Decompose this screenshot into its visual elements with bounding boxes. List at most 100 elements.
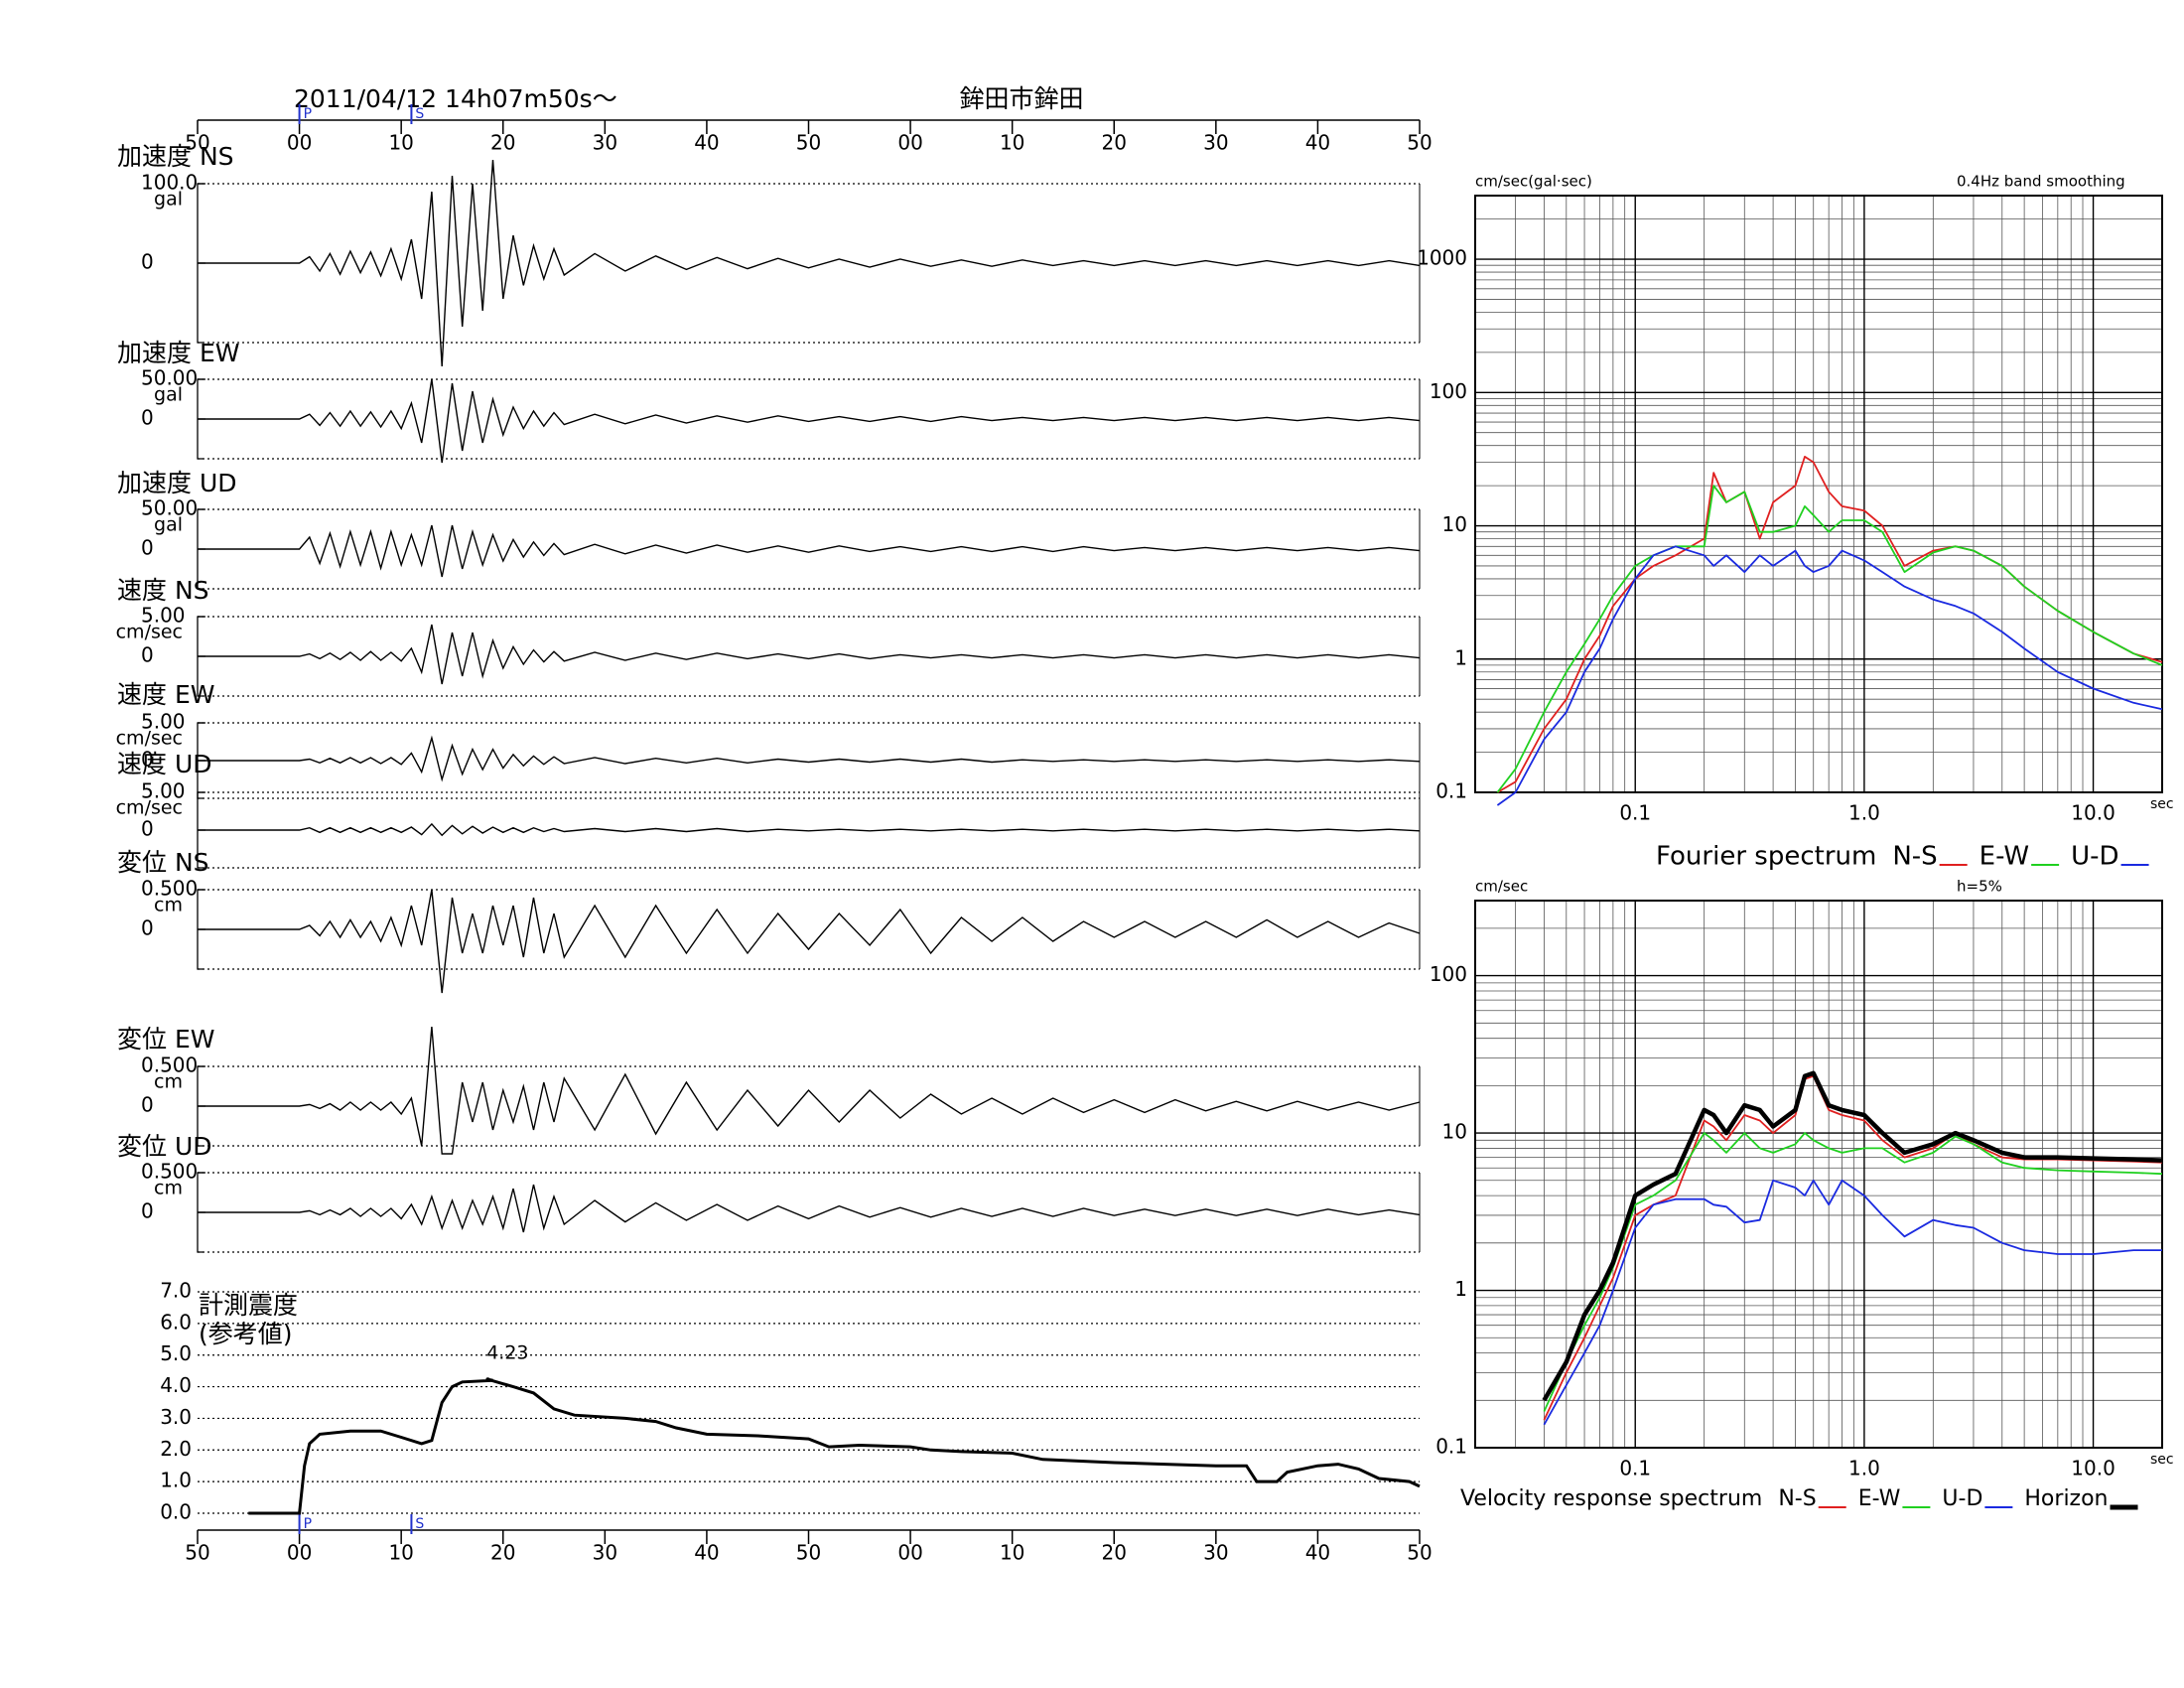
y-tick-label: 0.500 (141, 1160, 198, 1184)
unit-label: cm/sec (116, 797, 183, 819)
x-tick-label: 30 (1203, 1541, 1228, 1565)
phase-marker-label: P (304, 1516, 312, 1532)
y-tick-label: 0.1 (1435, 1435, 1467, 1459)
x-tick-label: 10 (388, 131, 413, 155)
panel-name: 速度 EW (117, 680, 214, 709)
phase-marker-label: S (415, 106, 424, 122)
x-tick-label: 00 (897, 131, 922, 155)
spectrum-line (1543, 1074, 2163, 1421)
y-tick-label: 0 (141, 1199, 154, 1223)
x-tick-label: 20 (1102, 131, 1127, 155)
spectrum-line (1542, 1070, 2163, 1402)
panel-name: 変位 NS (117, 848, 209, 877)
x-tick-label: 40 (694, 131, 719, 155)
y-tick-label: 0.0 (160, 1500, 192, 1524)
x-tick-label: 00 (287, 1541, 312, 1565)
y-tick-label: 100 (1430, 962, 1467, 986)
peak-point (485, 1377, 490, 1382)
unit-label: cm (154, 895, 183, 916)
y-tick-label: 100.0 (141, 171, 198, 195)
intensity-subtitle: (参考値) (199, 1320, 293, 1348)
panel-name: 加速度 NS (117, 142, 234, 171)
y-tick-label: 1 (1454, 1277, 1467, 1301)
y-tick-label: 0 (141, 406, 154, 430)
spectrum-line (1496, 485, 2163, 793)
x-tick-label: 50 (1407, 1541, 1432, 1565)
x-tick-label: 0.1 (1619, 801, 1651, 825)
y-tick-label: 0 (141, 1093, 154, 1117)
y-tick-label: 100 (1430, 379, 1467, 403)
waveform-trace (198, 159, 1421, 367)
y-tick-label: 0.1 (1435, 779, 1467, 803)
legend-label: N-S (1778, 1486, 1816, 1511)
y-tick-label: 10 (1442, 512, 1467, 536)
legend-title: Fourier spectrum (1656, 842, 1876, 872)
y-tick-label: 5.00 (141, 779, 186, 803)
waveform-trace (198, 735, 1421, 782)
intensity-title: 計測震度 (199, 1291, 298, 1320)
panel-name: 加速度 UD (117, 469, 237, 497)
y-tick-label: 1.0 (160, 1469, 192, 1492)
legend-label: N-S (1892, 842, 1937, 872)
panel-name: 加速度 EW (117, 339, 239, 367)
x-tick-label: 50 (796, 131, 821, 155)
waveform-trace (198, 822, 1421, 837)
y-tick-label: 0 (141, 817, 154, 841)
x-tick-label: 10 (1000, 1541, 1024, 1565)
phase-marker-label: P (304, 106, 312, 122)
y-tick-label: 7.0 (160, 1279, 192, 1303)
x-tick-label: 50 (185, 131, 209, 155)
x-axis-label: sec (2150, 796, 2174, 812)
legend-label: E-W (1858, 1486, 1901, 1511)
y-tick-label: 5.0 (160, 1341, 192, 1365)
x-tick-label: 00 (287, 131, 312, 155)
x-tick-label: 20 (490, 1541, 515, 1565)
legend-label: Horizon (2024, 1486, 2108, 1511)
x-tick-label: 10.0 (2071, 801, 2116, 825)
x-tick-label: 10 (1000, 131, 1024, 155)
x-axis-label: sec (2150, 1452, 2174, 1468)
panel-name: 速度 NS (117, 576, 209, 605)
waveform-trace (198, 1026, 1421, 1155)
waveform-trace (198, 889, 1421, 994)
y-tick-label: 6.0 (160, 1310, 192, 1334)
y-tick-label: 1000 (1417, 246, 1467, 270)
y-axis-label: cm/sec (1475, 878, 1528, 896)
spectrum-line (1496, 545, 2163, 806)
unit-label: cm/sec (116, 622, 183, 643)
x-tick-label: 00 (897, 1541, 922, 1565)
legend-label: U-D (2071, 842, 2118, 872)
y-tick-label: 0.500 (141, 877, 198, 901)
waveform-trace (198, 524, 1421, 578)
x-tick-label: 50 (1407, 131, 1432, 155)
y-tick-label: 2.0 (160, 1437, 192, 1461)
y-tick-label: 50.00 (141, 366, 198, 390)
x-tick-label: 40 (694, 1541, 719, 1565)
x-tick-label: 1.0 (1848, 1457, 1880, 1480)
x-tick-label: 20 (490, 131, 515, 155)
intensity-line (248, 1377, 1421, 1515)
legend-label: E-W (1979, 842, 2029, 872)
unit-label: cm (154, 1071, 183, 1093)
x-tick-label: 50 (796, 1541, 821, 1565)
x-tick-label: 30 (593, 1541, 617, 1565)
x-tick-label: 0.1 (1619, 1457, 1651, 1480)
unit-label: gal (154, 189, 183, 211)
note: h=5% (1957, 878, 2002, 896)
chart-title: 2011/04/12 14h07m50s〜 (294, 84, 617, 113)
y-tick-label: 3.0 (160, 1405, 192, 1429)
unit-label: cm/sec (116, 728, 183, 750)
waveform-trace (198, 1184, 1421, 1233)
legend-label: U-D (1942, 1486, 1982, 1511)
x-tick-label: 40 (1305, 131, 1330, 155)
y-tick-label: 4.0 (160, 1373, 192, 1397)
panel-name: 変位 UD (117, 1132, 212, 1161)
x-tick-label: 30 (1203, 131, 1228, 155)
legend-title: Velocity response spectrum (1460, 1486, 1762, 1511)
x-tick-label: 10 (388, 1541, 413, 1565)
plot-frame (1474, 900, 2163, 1449)
y-tick-label: 0 (141, 748, 154, 772)
y-tick-label: 5.00 (141, 604, 186, 628)
